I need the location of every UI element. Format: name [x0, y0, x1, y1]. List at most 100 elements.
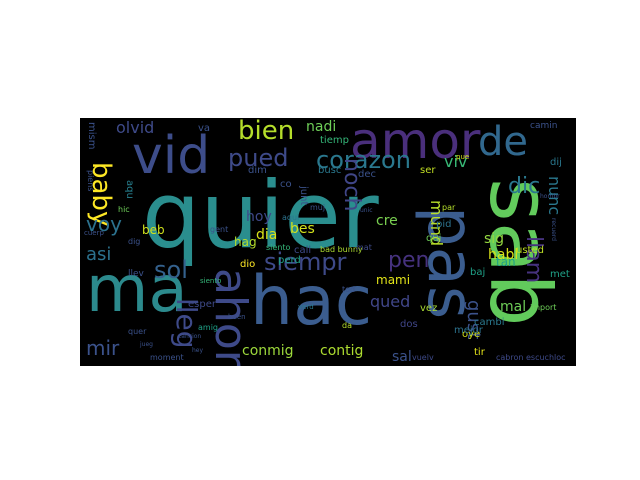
word: amig	[198, 323, 218, 332]
word: bien	[238, 118, 295, 146]
word: mism	[86, 122, 97, 150]
word: qui	[426, 233, 442, 244]
word: qued	[370, 292, 411, 311]
word: sol	[154, 256, 188, 284]
word: lleg	[170, 298, 203, 349]
word: hoy	[246, 209, 272, 225]
word: piens	[86, 170, 95, 192]
word: asi	[86, 244, 112, 265]
word: unic	[360, 207, 373, 214]
word: mami	[376, 273, 411, 287]
word: llev	[128, 269, 144, 279]
word: gent	[210, 225, 229, 234]
word: import	[530, 303, 557, 312]
word: ahor	[205, 268, 256, 366]
word: baj	[470, 267, 486, 278]
word: muj	[310, 203, 326, 212]
word: quer	[128, 327, 147, 336]
word: nadi	[306, 119, 337, 135]
word: sab	[471, 178, 569, 327]
word: hac	[250, 262, 373, 341]
word: viv	[444, 152, 468, 171]
word: cambi	[474, 317, 505, 328]
word: busc	[318, 165, 342, 176]
word: cabron escuchloc	[496, 353, 566, 362]
word: pen	[388, 248, 430, 273]
word: llam	[521, 236, 546, 284]
word: jueg	[140, 341, 153, 348]
word: buen	[228, 313, 246, 321]
word: usted	[516, 245, 544, 256]
word: pas	[413, 206, 487, 320]
word: mir	[86, 336, 120, 360]
word: dim	[248, 165, 267, 176]
word: hombr	[540, 193, 560, 200]
word-cloud: quier hac sab ma amor vid pas pued corazon de ahor…	[80, 118, 576, 366]
word: mal	[500, 299, 527, 315]
word: pue	[456, 153, 470, 161]
word: voy	[86, 212, 122, 236]
word: vid	[132, 126, 211, 186]
word: habl	[488, 247, 519, 263]
word: gust	[463, 300, 484, 340]
word: dio	[240, 259, 256, 270]
word: ma	[86, 253, 188, 327]
word: hag	[234, 235, 257, 249]
word: moment	[150, 353, 184, 362]
word: sig	[484, 231, 505, 247]
word: oye	[462, 329, 481, 340]
word: vuelv	[412, 353, 434, 362]
word: junt	[298, 186, 309, 206]
word: cancion	[178, 333, 202, 340]
word: beb	[142, 223, 165, 237]
word: olvid	[116, 118, 155, 137]
word: mat	[356, 243, 372, 252]
word: cuerp	[84, 229, 104, 237]
word: conmig	[242, 343, 294, 359]
word: dig	[128, 237, 141, 246]
word: sal	[392, 349, 412, 365]
word: siempr	[264, 248, 347, 276]
word: par	[442, 203, 456, 212]
word: de	[478, 119, 528, 165]
word: dec	[358, 169, 376, 180]
word: dia	[256, 227, 278, 243]
word: esper	[188, 299, 216, 310]
word: perd	[278, 255, 301, 266]
word: siento	[266, 243, 291, 252]
word: noch	[339, 158, 364, 212]
word: amor	[350, 118, 481, 170]
word: tiemp	[320, 135, 349, 146]
word: met	[550, 269, 570, 280]
word: hic	[118, 205, 130, 214]
word: bes	[290, 221, 315, 237]
word: vez	[420, 303, 438, 314]
word: tan	[496, 255, 516, 269]
word: hey	[192, 347, 204, 354]
word: call	[294, 245, 312, 256]
word: corazon	[316, 146, 411, 174]
word: verd	[298, 303, 314, 311]
word: ser	[420, 165, 436, 176]
word: dic	[508, 174, 541, 199]
word: co	[280, 179, 292, 190]
word: mejor	[454, 325, 483, 336]
word: aqu	[124, 180, 135, 199]
word: cre	[376, 213, 398, 229]
word: mund	[427, 200, 446, 247]
word: recuerd	[550, 218, 557, 241]
word: quier	[142, 162, 379, 269]
word: tir	[474, 347, 485, 358]
word: dos	[400, 319, 418, 330]
word: va	[198, 123, 211, 134]
word: contig	[320, 343, 364, 359]
word: baby	[86, 162, 116, 227]
word: da	[342, 321, 352, 330]
word: bad bunny	[320, 245, 363, 254]
word: pued	[228, 144, 289, 172]
word: dij	[550, 157, 562, 168]
word: pid	[436, 219, 452, 230]
word: nunc	[545, 176, 564, 216]
word: siento	[200, 277, 222, 285]
word: aqui	[282, 213, 300, 222]
